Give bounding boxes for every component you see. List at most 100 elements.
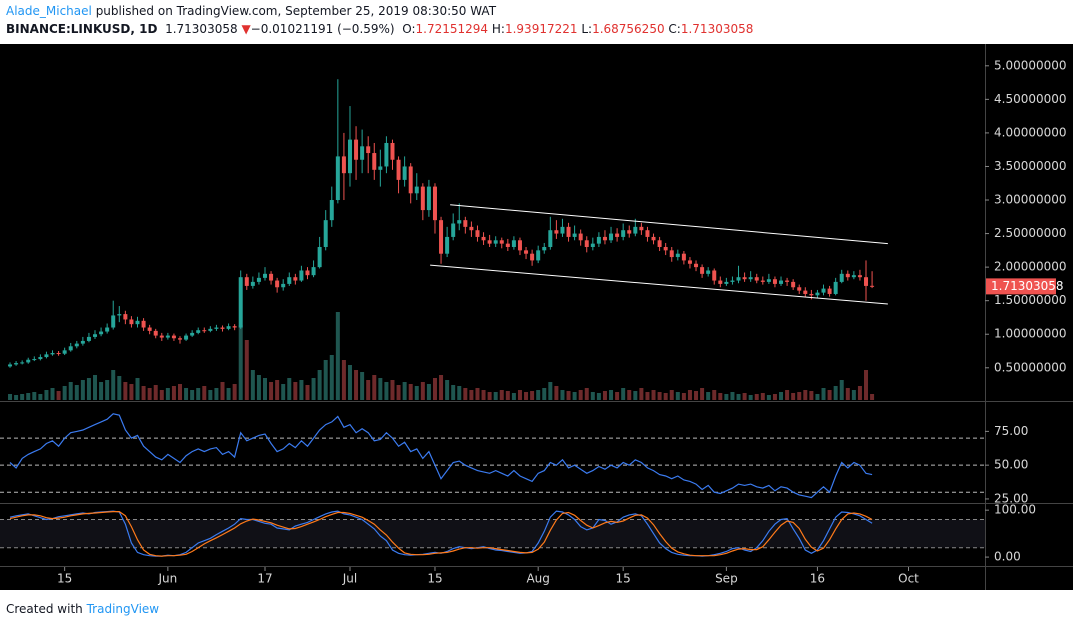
volume-bar <box>20 394 25 400</box>
candle-body <box>68 346 73 351</box>
candle-body <box>469 226 474 231</box>
author[interactable]: Alade_Michael <box>6 4 92 18</box>
volume-bar <box>44 390 49 400</box>
candle-body <box>718 280 723 284</box>
l-label: L: <box>581 22 593 36</box>
level-band <box>0 519 985 548</box>
volume-bar <box>663 393 668 400</box>
volume-bar <box>311 378 316 400</box>
y-tick-label: 1.50000000 <box>994 293 1067 307</box>
candle-body <box>602 236 607 241</box>
volume-bar <box>584 388 589 400</box>
volume-bar <box>287 378 292 400</box>
candle-body <box>675 253 680 258</box>
candle-body <box>329 200 334 221</box>
volume-bar <box>74 385 79 400</box>
y-tick-label: 4.50000000 <box>994 92 1067 106</box>
c-label: C: <box>668 22 681 36</box>
candle-body <box>105 327 110 332</box>
open: 1.72151294 <box>415 22 489 36</box>
candle-body <box>147 327 152 331</box>
candle-body <box>80 340 85 344</box>
volume-bar <box>469 390 474 400</box>
candle-body <box>74 343 79 347</box>
volume-bar <box>420 382 425 400</box>
volume-bar <box>323 360 328 400</box>
candle-body <box>578 233 583 241</box>
candle-body <box>293 277 298 281</box>
candle-body <box>797 287 802 291</box>
close: 1.71303058 <box>680 22 754 36</box>
volume-bar <box>530 391 535 400</box>
volume-bar <box>147 388 152 400</box>
volume-bar <box>299 380 304 400</box>
candle-body <box>44 354 49 358</box>
candle-body <box>347 139 352 174</box>
footer: Created with TradingView <box>6 602 159 616</box>
volume-bar <box>341 360 346 400</box>
candle-body <box>590 243 595 247</box>
volume-bar <box>657 392 662 400</box>
candle-body <box>524 250 529 254</box>
candle-body <box>62 350 67 354</box>
y-tick-label: 75.00 <box>994 424 1028 438</box>
candle-body <box>651 236 656 241</box>
x-tick-label: 16 <box>810 572 825 586</box>
candle-body <box>499 240 504 244</box>
volume-bar <box>202 386 207 400</box>
volume-bar <box>809 391 814 400</box>
volume-bar <box>694 391 699 400</box>
chart-background <box>0 44 1073 590</box>
candle-body <box>165 335 170 338</box>
y-tick-label: 3.00000000 <box>994 193 1067 207</box>
volume-bar <box>38 394 43 400</box>
volume-bar <box>135 378 140 400</box>
volume-bar <box>56 391 61 400</box>
candle-body <box>712 270 717 281</box>
volume-bar <box>851 390 856 400</box>
candle-body <box>845 273 850 278</box>
volume-bar <box>499 390 504 400</box>
volume-bar <box>232 384 237 400</box>
candle-body <box>129 319 134 325</box>
x-tick-label: Oct <box>898 572 919 586</box>
candle-body <box>384 142 389 167</box>
candle-body <box>596 236 601 244</box>
candle-body <box>420 186 425 211</box>
volume-bar <box>803 390 808 400</box>
candle-body <box>566 226 571 237</box>
brand[interactable]: TradingView <box>86 602 160 616</box>
candle-body <box>481 236 486 241</box>
candle-body <box>766 279 771 282</box>
candle-body <box>663 246 668 251</box>
volume-bar <box>414 386 419 400</box>
volume-bar <box>14 395 19 400</box>
volume-bar <box>542 388 547 400</box>
y-tick-label: 0.00 <box>994 550 1021 564</box>
last-price-box <box>986 278 1056 295</box>
volume-bar <box>378 378 383 400</box>
y-tick-label: 0.50000000 <box>994 360 1067 374</box>
volume-bar <box>609 390 614 400</box>
candle-body <box>323 220 328 247</box>
volume-bar <box>675 392 680 400</box>
volume-bar <box>68 382 73 400</box>
volume-bar <box>572 392 577 400</box>
candle-body <box>202 330 207 332</box>
volume-bar <box>281 384 286 400</box>
last-price-label: 1.71303058 <box>991 279 1064 293</box>
volume-bar <box>457 386 462 400</box>
candle-body <box>256 277 261 282</box>
volume-bar <box>129 384 134 400</box>
indicator-line <box>9 511 873 557</box>
volume-bar <box>50 388 55 400</box>
candle-body <box>287 277 292 284</box>
x-tick-label: 15 <box>427 572 442 586</box>
candle-body <box>372 153 377 170</box>
volume-bar <box>178 384 183 400</box>
change: −0.01021191 (−0.59%) <box>250 22 395 36</box>
y-tick-label: 4.00000000 <box>994 125 1067 139</box>
candle-body <box>8 364 13 367</box>
candle-body <box>244 277 249 286</box>
